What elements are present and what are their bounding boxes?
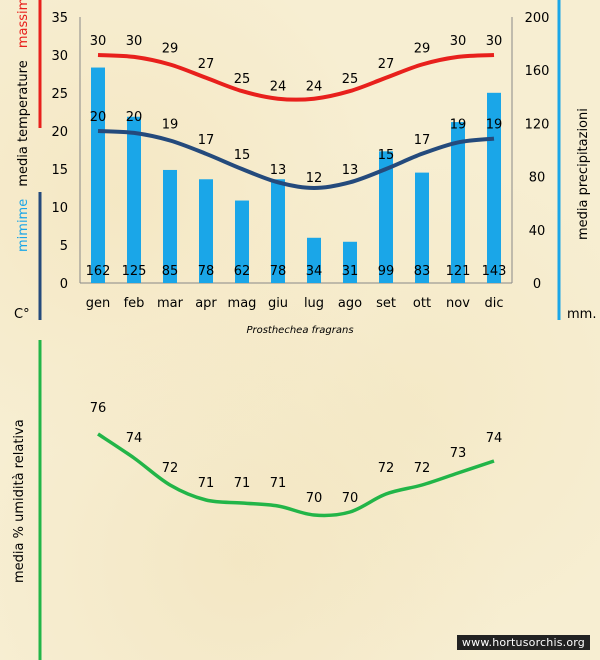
max-temp-label-ago: 25	[342, 72, 359, 87]
min-temp-label-ott: 17	[414, 133, 431, 148]
precip-bar-ott	[415, 172, 429, 283]
x-tick-label-mag: mag	[228, 296, 257, 311]
max-temp-label-nov: 30	[450, 34, 467, 49]
min-temp-label-set: 15	[378, 148, 395, 163]
precip-value-label-lug: 34	[306, 264, 323, 279]
min-temp-label-mar: 19	[162, 118, 179, 133]
min-temp-label-ago: 13	[342, 163, 359, 178]
precip-value-label-giu: 78	[270, 264, 287, 279]
precip-bar-giu	[271, 179, 285, 283]
x-tick-label-dic: dic	[484, 296, 503, 311]
x-tick-label-apr: apr	[195, 296, 217, 311]
precip-bar-ago	[343, 241, 357, 283]
x-tick-label-gen: gen	[86, 296, 111, 311]
right-axis-title: media precipitazioni	[576, 108, 591, 240]
max-temp-label-mar: 29	[162, 42, 179, 57]
precip-value-label-mar: 85	[162, 264, 179, 279]
humidity-label-dic: 74	[486, 431, 503, 446]
x-tick-label-mar: mar	[157, 296, 184, 311]
left-tick-label: 35	[51, 11, 68, 26]
humidity-label-mag: 71	[234, 476, 251, 491]
precip-value-label-dic: 143	[482, 264, 507, 279]
max-temp-label-gen: 30	[90, 34, 107, 49]
x-tick-label-feb: feb	[124, 296, 145, 311]
x-tick-label-giu: giu	[268, 296, 288, 311]
precip-bar-lug	[307, 237, 321, 283]
left-axis-unit: C°	[14, 307, 30, 322]
humidity-label-apr: 71	[198, 476, 215, 491]
x-tick-label-ago: ago	[338, 296, 362, 311]
min-temp-label-lug: 12	[306, 171, 323, 186]
left-tick-label: 0	[60, 277, 68, 292]
left-tick-label: 10	[51, 201, 68, 216]
min-temp-label-nov: 19	[450, 118, 467, 133]
min-temp-label-giu: 13	[270, 163, 287, 178]
max-temp-label-lug: 24	[306, 80, 323, 95]
humidity-label-giu: 71	[270, 476, 287, 491]
humidity-label-gen: 76	[90, 401, 107, 416]
min-temp-label-apr: 17	[198, 133, 215, 148]
humidity-label-mar: 72	[162, 461, 179, 476]
precip-bar-nov	[451, 122, 465, 283]
watermark: www.hortusorchis.org	[456, 635, 590, 650]
max-temp-label-giu: 24	[270, 80, 287, 95]
precip-value-label-apr: 78	[198, 264, 215, 279]
right-tick-label: 40	[529, 224, 546, 239]
precip-value-label-ott: 83	[414, 264, 431, 279]
precip-value-label-nov: 121	[446, 264, 471, 279]
humidity-label-feb: 74	[126, 431, 143, 446]
humidity-label-lug: 70	[306, 491, 323, 506]
humidity-axis-title: media % umidità relativa	[12, 419, 27, 583]
min-temperature-line	[97, 129, 495, 191]
max-temp-label-set: 27	[378, 57, 395, 72]
right-tick-label: 200	[525, 11, 550, 26]
left-axis-title-massime: massime	[16, 0, 31, 48]
min-temp-label-dic: 19	[486, 118, 503, 133]
humidity-label-ott: 72	[414, 461, 431, 476]
precip-bar-set	[379, 151, 393, 283]
precip-value-label-feb: 125	[122, 264, 147, 279]
precip-bar-mag	[235, 200, 249, 283]
humidity-label-ago: 70	[342, 491, 359, 506]
precip-value-label-gen: 162	[86, 264, 111, 279]
x-tick-label-lug: lug	[304, 296, 324, 311]
min-temp-label-feb: 20	[126, 110, 143, 125]
precip-bar-apr	[199, 179, 213, 283]
max-temp-label-mag: 25	[234, 72, 251, 87]
max-temp-label-dic: 30	[486, 34, 503, 49]
x-tick-label-set: set	[376, 296, 396, 311]
precip-value-label-mag: 62	[234, 264, 251, 279]
min-temp-label-mag: 15	[234, 148, 251, 163]
left-axis-title-media-temperature: media temperature	[16, 60, 31, 186]
max-temp-label-ott: 29	[414, 42, 431, 57]
right-tick-label: 80	[529, 171, 546, 186]
left-tick-label: 20	[51, 125, 68, 140]
left-tick-label: 25	[51, 87, 68, 102]
left-tick-label: 5	[60, 239, 68, 254]
humidity-line	[97, 432, 495, 518]
precip-bar-mar	[163, 169, 177, 283]
left-tick-label: 15	[51, 163, 68, 178]
left-tick-label: 30	[51, 49, 68, 64]
precip-value-label-ago: 31	[342, 264, 359, 279]
left-axis-title-mimime: mimime	[16, 199, 31, 252]
species-caption: Prosthechea fragrans	[246, 325, 353, 336]
max-temp-label-apr: 27	[198, 57, 215, 72]
left-axis-title: mimime media temperature massime	[16, 0, 31, 252]
x-tick-label-nov: nov	[446, 296, 470, 311]
right-tick-label: 120	[525, 117, 550, 132]
min-temp-label-gen: 20	[90, 110, 107, 125]
max-temperature-line	[97, 53, 495, 102]
right-axis-unit: mm.	[567, 307, 596, 322]
right-tick-label: 0	[533, 277, 541, 292]
x-tick-label-ott: ott	[413, 296, 431, 311]
humidity-label-nov: 73	[450, 446, 467, 461]
max-temp-label-feb: 30	[126, 34, 143, 49]
precip-bar-gen	[91, 67, 105, 283]
precip-bar-feb	[127, 116, 141, 283]
humidity-label-set: 72	[378, 461, 395, 476]
precip-value-label-set: 99	[378, 264, 395, 279]
right-tick-label: 160	[525, 64, 550, 79]
